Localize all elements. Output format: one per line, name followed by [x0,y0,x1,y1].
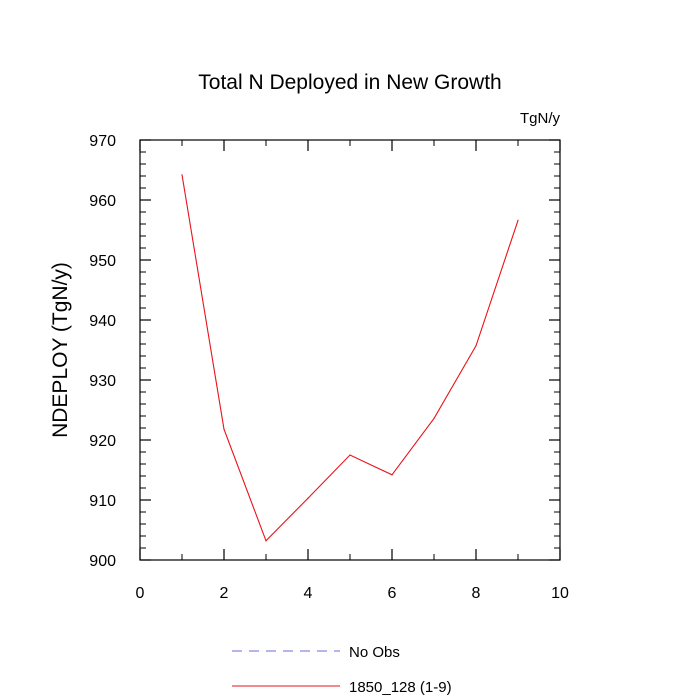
chart-title: Total N Deployed in New Growth [198,71,501,94]
series-point [475,345,477,347]
legend-label: 1850_128 (1-9) [349,679,452,696]
tick-labels: 0 2 4 6 8 10 900 910 920 930 940 950 960 970 [89,133,569,602]
series-point [307,497,309,499]
series-point [181,174,183,176]
y-tick-label: 960 [89,193,116,210]
y-tick-label: 910 [89,493,116,510]
series-point [265,540,267,542]
series-point [433,417,435,419]
y-tick-label: 930 [89,373,116,390]
x-tick-label: 6 [388,585,397,602]
series-point [349,454,351,456]
y-tick-label: 940 [89,313,116,330]
y-tick-label: 950 [89,253,116,270]
series-point [223,428,225,430]
legend-label: No Obs [349,644,400,661]
y-tick-label: 970 [89,133,116,150]
series-point [391,474,393,476]
x-tick-label: 10 [551,585,569,602]
series-point [517,219,519,221]
legend: No Obs 1850_128 (1-9) [232,644,452,696]
units-label: TgN/y [520,110,561,127]
y-axis-label: NDEPLOY (TgN/y) [49,262,72,438]
x-tick-label: 4 [304,585,313,602]
series-lines [181,174,519,542]
axis-ticks [139,139,561,561]
series-line-1 [181,174,519,542]
x-tick-label: 2 [220,585,229,602]
x-tick-label: 0 [136,585,145,602]
y-tick-label: 900 [89,553,116,570]
x-tick-label: 8 [472,585,481,602]
plot-frame [139,139,561,561]
y-tick-label: 920 [89,433,116,450]
